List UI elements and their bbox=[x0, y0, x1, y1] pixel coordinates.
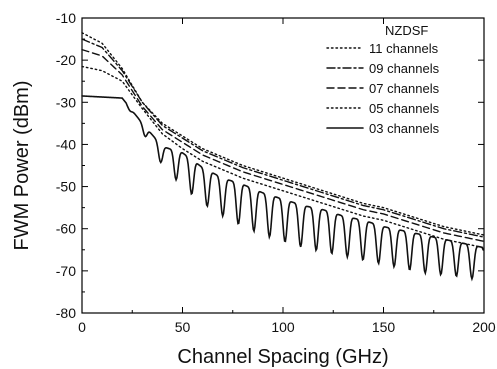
y-tick-label: -50 bbox=[56, 179, 76, 195]
series-line-07-channels bbox=[81, 48, 485, 243]
y-tick-label: -80 bbox=[56, 305, 76, 321]
x-tick-label: 150 bbox=[372, 319, 396, 335]
x-axis: 0 50 100 150 200 bbox=[78, 18, 496, 335]
y-tick-label: -10 bbox=[56, 10, 76, 26]
x-tick-label: 0 bbox=[78, 319, 86, 335]
series-layer bbox=[81, 32, 485, 282]
y-tick-label: -30 bbox=[56, 94, 76, 110]
legend-label: 03 channels bbox=[369, 121, 440, 136]
series-line-05-channels bbox=[81, 65, 485, 249]
legend-label: 11 channels bbox=[369, 41, 439, 56]
legend-label: 07 channels bbox=[369, 81, 440, 96]
legend: NZDSF 11 channels 09 channels 07 channels 0… bbox=[326, 23, 440, 136]
y-tick-label: -40 bbox=[56, 136, 76, 152]
x-tick-label: 50 bbox=[175, 319, 191, 335]
y-tick-label: -20 bbox=[56, 52, 76, 68]
x-tick-label: 100 bbox=[271, 319, 295, 335]
y-tick-label: -60 bbox=[56, 221, 76, 237]
y-axis: -80 -70 -60 -50 -40 -30 -20 -10 bbox=[56, 10, 484, 321]
x-axis-title: Channel Spacing (GHz) bbox=[177, 346, 388, 368]
series-line-03-channels bbox=[81, 95, 484, 282]
series-line-09-channels bbox=[81, 38, 485, 238]
legend-label: 05 channels bbox=[369, 101, 440, 116]
legend-label: 09 channels bbox=[369, 61, 440, 76]
y-axis-title: FWM Power (dBm) bbox=[11, 81, 33, 251]
legend-title: NZDSF bbox=[385, 23, 428, 38]
y-tick-label: -70 bbox=[56, 263, 76, 279]
x-tick-label: 200 bbox=[472, 319, 496, 335]
